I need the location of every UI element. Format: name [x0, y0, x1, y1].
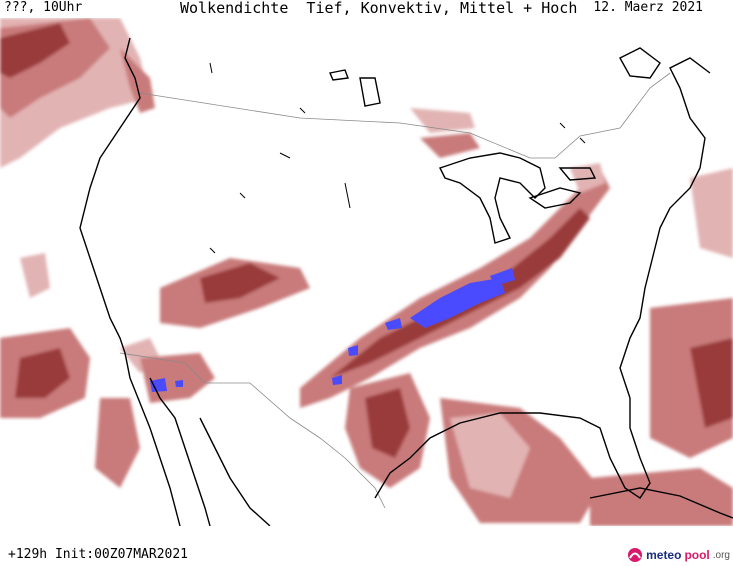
gulf-coast [374, 398, 651, 499]
coastline-segment [359, 77, 381, 107]
map-title: Wolkendichte Tief, Konvektiv, Mittel + H… [180, 0, 578, 17]
cloud-area-light [450, 413, 530, 498]
coastline-segment [199, 417, 271, 526]
lake-markers [209, 62, 586, 254]
convective-cell [490, 268, 515, 286]
coastline-segment [528, 187, 582, 209]
coastline-segment [344, 182, 351, 209]
cloud-area-light [690, 168, 733, 258]
us-mexico-border [119, 352, 386, 509]
coastline-segment [239, 192, 246, 199]
cloud-area-dense [15, 348, 70, 398]
convective-cell-main [410, 278, 505, 328]
convective-cell [385, 318, 402, 330]
coastline-segment [209, 247, 216, 254]
coastline-segment [619, 47, 661, 79]
cloud-area-dense [0, 23, 70, 78]
convective-cloud-layer [150, 268, 515, 392]
cloud-area-dense [690, 338, 733, 428]
cloud-area-medium [140, 353, 215, 403]
brand-text-org: .org [712, 549, 730, 561]
coastline-segment [209, 62, 213, 74]
coastline-segment [149, 377, 211, 526]
cloud-area-medium [590, 468, 733, 526]
cloud-area-dense [365, 388, 410, 458]
coastline-segment [279, 152, 291, 159]
cloud-area-dense [200, 263, 280, 303]
coastline-segment [558, 167, 597, 181]
convective-cell [332, 375, 342, 385]
brand-text-pool: pool [684, 548, 710, 562]
meteopool-logo-icon [628, 548, 643, 562]
political-borders [119, 72, 671, 509]
forecast-date: 12. Maerz 2021 [593, 0, 703, 15]
cloud-area-medium [95, 398, 140, 488]
coastline-segment [589, 487, 733, 519]
convective-cell [150, 378, 167, 392]
cloud-area-medium [420, 133, 480, 158]
coastline-segment [299, 107, 306, 114]
us-east-coast [619, 57, 711, 399]
forecast-init-label: +129h Init:00Z07MAR2021 [8, 547, 189, 562]
meteopool-brand[interactable]: meteo pool .org [627, 547, 730, 563]
coastline-segment [559, 122, 566, 129]
great-lakes [439, 152, 546, 244]
coastline-segment [579, 137, 586, 144]
us-canada-border [139, 72, 671, 159]
convective-cell [175, 380, 183, 387]
cloud-area-light [20, 253, 50, 298]
brand-text-meteo: meteo [646, 548, 682, 562]
cloud-area-dense [330, 208, 590, 378]
coastline-segment [329, 69, 349, 81]
forecast-time-label: ???, 10Uhr [4, 0, 83, 15]
cloud-density-layer [0, 18, 733, 526]
cloud-density-map [0, 18, 733, 526]
convective-cell [348, 345, 358, 356]
us-west-coast [79, 37, 181, 526]
coastlines [79, 37, 733, 526]
